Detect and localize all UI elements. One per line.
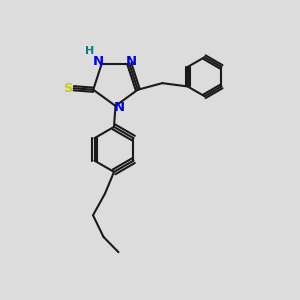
Text: N: N	[92, 55, 104, 68]
Text: N: N	[126, 55, 137, 68]
Text: H: H	[85, 46, 94, 56]
Text: S: S	[64, 82, 74, 95]
Text: N: N	[114, 101, 125, 114]
